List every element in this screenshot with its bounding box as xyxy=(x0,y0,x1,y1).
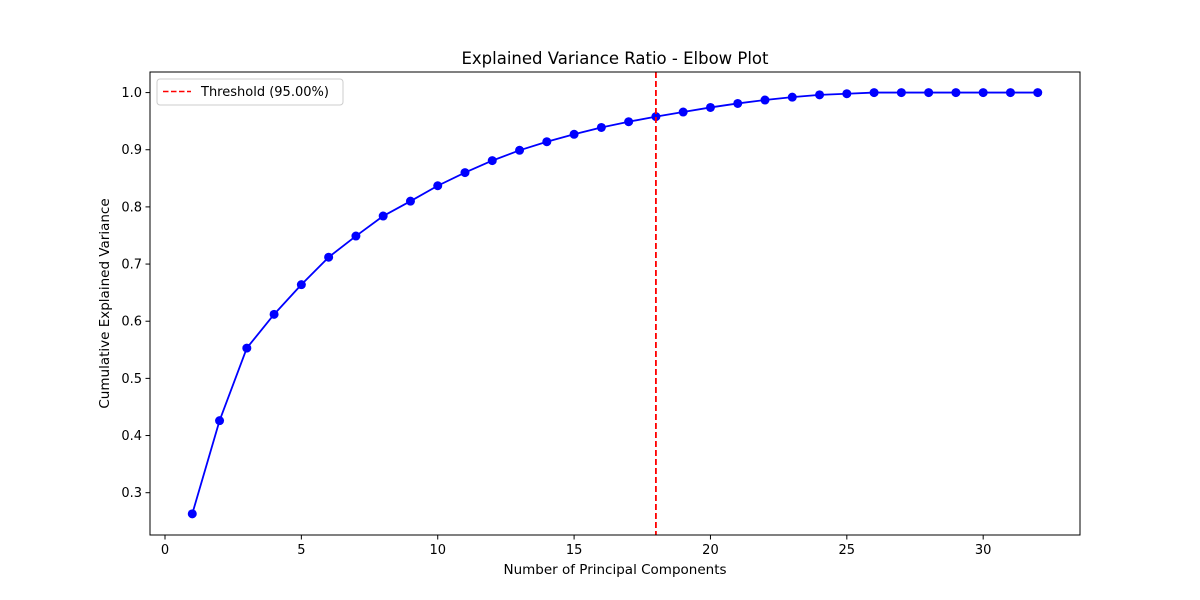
x-tick-label: 15 xyxy=(566,543,583,558)
legend-threshold-label: Threshold (95.00%) xyxy=(200,85,329,100)
data-point-27 xyxy=(896,88,906,98)
y-axis-label: Cumulative Explained Variance xyxy=(97,198,113,408)
data-point-17 xyxy=(624,117,634,127)
data-point-18 xyxy=(651,112,661,122)
data-point-11 xyxy=(460,168,470,178)
data-point-25 xyxy=(842,89,852,99)
x-tick-label: 25 xyxy=(839,543,856,558)
legend: Threshold (95.00%) xyxy=(156,78,344,106)
x-tick-label: 10 xyxy=(429,543,446,558)
data-point-10 xyxy=(433,181,443,191)
legend-box xyxy=(156,78,344,106)
data-point-3 xyxy=(242,343,252,353)
data-point-12 xyxy=(487,156,497,166)
data-point-20 xyxy=(705,102,715,112)
y-tick-label: 1.0 xyxy=(121,86,142,101)
chart-title: Explained Variance Ratio - Elbow Plot xyxy=(461,49,769,68)
data-point-7 xyxy=(351,231,361,241)
data-point-9 xyxy=(405,196,415,206)
y-tick-label: 0.5 xyxy=(121,372,142,387)
data-point-32 xyxy=(1033,88,1043,98)
data-point-13 xyxy=(515,145,525,155)
x-tick-label: 0 xyxy=(161,543,169,558)
axis-ticks: 0 5 10 15 20 25 30 0.3 0.4 0.5 0.6 0.7 0.8 0.9 1.0 xyxy=(121,86,991,558)
y-tick-label: 0.9 xyxy=(121,143,142,158)
data-point-30 xyxy=(978,88,988,98)
y-tick-label: 0.8 xyxy=(121,200,142,215)
data-point-15 xyxy=(569,129,579,139)
y-tick-label: 0.4 xyxy=(121,429,142,444)
data-point-24 xyxy=(815,90,825,100)
axes-frame xyxy=(149,71,1081,536)
data-point-26 xyxy=(869,88,879,98)
y-tick-label: 0.3 xyxy=(121,486,142,501)
data-point-14 xyxy=(542,137,552,147)
data-point-16 xyxy=(596,122,606,132)
cumulative-variance-line xyxy=(191,91,1038,515)
data-point-6 xyxy=(324,252,334,262)
x-tick-label: 30 xyxy=(975,543,992,558)
plot-area xyxy=(187,72,1043,535)
data-point-8 xyxy=(378,211,388,221)
data-point-2 xyxy=(215,416,225,426)
x-axis-label: Number of Principal Components xyxy=(503,562,726,578)
y-tick-label: 0.7 xyxy=(121,258,142,273)
x-tick-label: 20 xyxy=(702,543,719,558)
data-point-21 xyxy=(733,98,743,108)
data-point-22 xyxy=(760,95,770,105)
y-tick-label: 0.6 xyxy=(121,315,142,330)
data-point-1 xyxy=(187,509,197,519)
data-point-19 xyxy=(678,107,688,117)
data-point-28 xyxy=(924,88,934,98)
data-point-31 xyxy=(1005,88,1015,98)
data-point-29 xyxy=(951,88,961,98)
x-tick-label: 5 xyxy=(297,543,305,558)
data-point-4 xyxy=(269,309,279,319)
data-point-5 xyxy=(296,280,306,290)
data-point-23 xyxy=(787,92,797,102)
